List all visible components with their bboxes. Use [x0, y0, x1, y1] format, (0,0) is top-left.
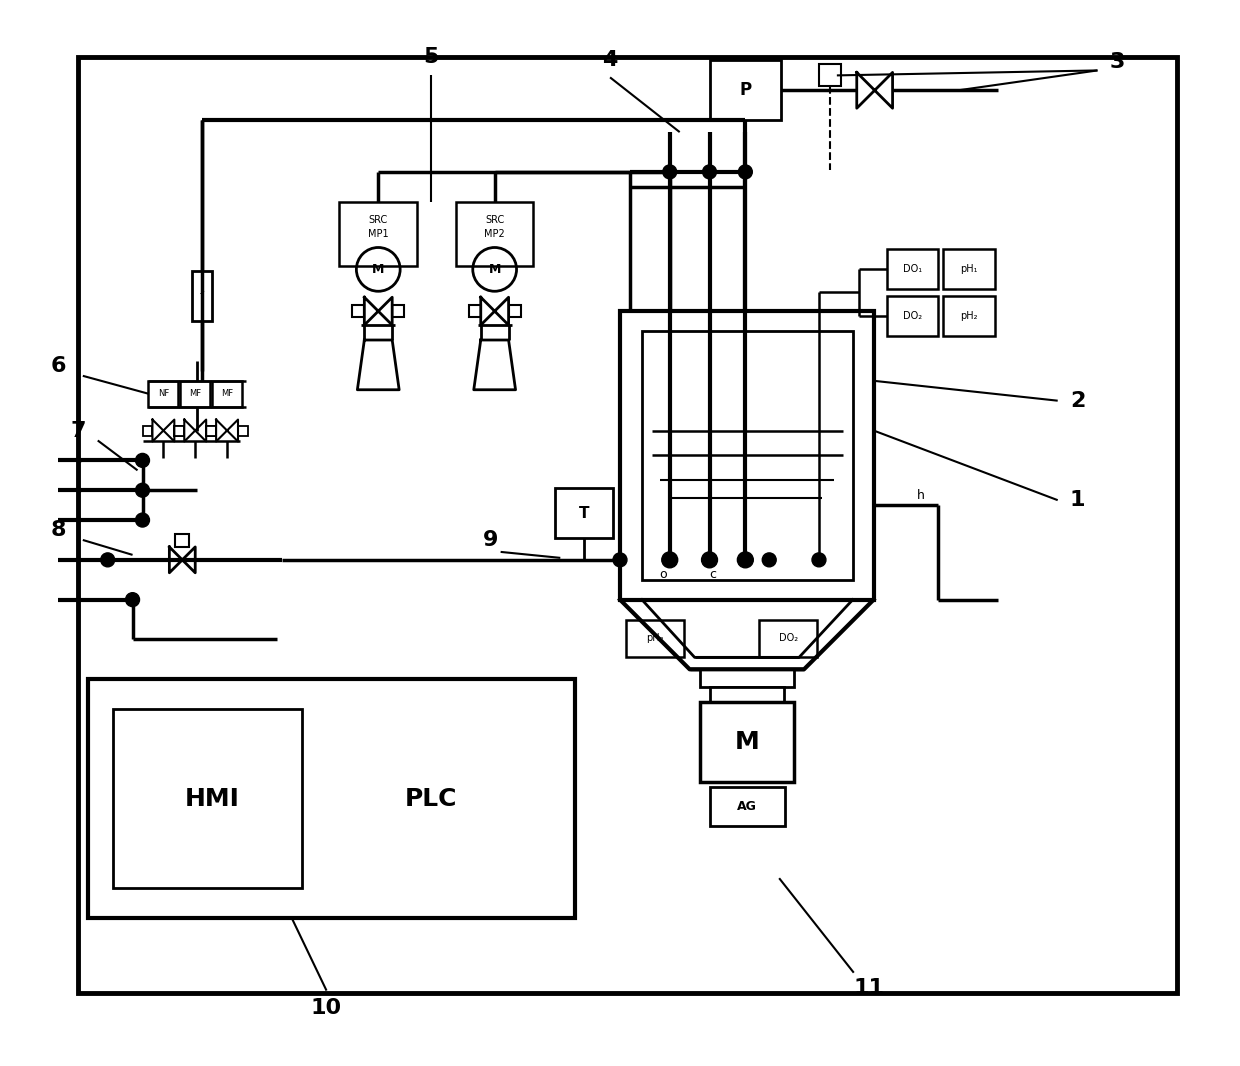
Bar [281, 169, 869, 623]
Bar [212, 381, 242, 406]
Text: pH₂: pH₂ [646, 633, 663, 644]
Circle shape [100, 553, 114, 567]
Bar [508, 305, 521, 317]
Text: AG: AG [738, 801, 758, 813]
Bar [78, 58, 1177, 992]
Text: o: o [658, 568, 667, 581]
Circle shape [662, 552, 678, 568]
Circle shape [738, 552, 754, 568]
Bar [175, 425, 185, 436]
Text: SRC: SRC [485, 214, 505, 225]
Bar [456, 201, 533, 266]
Text: 10: 10 [311, 998, 342, 1018]
Circle shape [135, 453, 150, 467]
Bar [175, 534, 190, 547]
Bar [709, 61, 781, 120]
Text: 5: 5 [423, 48, 439, 67]
Bar [392, 305, 404, 317]
Bar [113, 709, 301, 888]
Text: DO₁: DO₁ [903, 264, 923, 274]
Bar [88, 679, 575, 918]
Circle shape [125, 593, 140, 607]
Bar [206, 425, 216, 436]
Bar [206, 425, 216, 436]
Text: MP2: MP2 [485, 228, 505, 239]
Circle shape [135, 483, 150, 497]
Bar [699, 702, 794, 781]
Text: MF: MF [221, 389, 233, 399]
Text: 1: 1 [1070, 490, 1085, 511]
Circle shape [703, 165, 717, 179]
Circle shape [662, 165, 677, 179]
Text: 2: 2 [1070, 391, 1085, 410]
Bar [340, 201, 417, 266]
Text: 11: 11 [853, 978, 884, 998]
Text: DO₂: DO₂ [903, 311, 923, 321]
Bar [944, 296, 994, 336]
Bar [175, 425, 185, 436]
Text: MP1: MP1 [368, 228, 388, 239]
Text: M: M [735, 730, 760, 754]
Text: 8: 8 [50, 520, 66, 540]
Bar [699, 669, 794, 688]
Text: HMI: HMI [185, 787, 239, 810]
Text: 6: 6 [50, 356, 66, 376]
Text: DO₂: DO₂ [779, 633, 797, 644]
Bar [556, 488, 613, 538]
Text: MF: MF [190, 389, 201, 399]
Bar [887, 249, 939, 289]
Bar [709, 787, 785, 826]
Text: 3: 3 [1110, 52, 1125, 72]
Text: T: T [579, 505, 589, 520]
Circle shape [738, 165, 753, 179]
Bar [180, 381, 210, 406]
Circle shape [763, 553, 776, 567]
Bar [759, 619, 817, 658]
Text: M: M [489, 263, 501, 276]
Text: pH₁: pH₁ [961, 264, 978, 274]
Text: M: M [372, 263, 384, 276]
Circle shape [702, 552, 718, 568]
Circle shape [135, 513, 150, 527]
Text: PLC: PLC [404, 787, 458, 810]
Circle shape [812, 553, 826, 567]
Text: 4: 4 [603, 50, 618, 70]
Text: 7: 7 [71, 420, 86, 440]
Text: h: h [916, 488, 924, 502]
Bar [944, 249, 994, 289]
Bar [143, 425, 153, 436]
Text: P: P [739, 81, 751, 99]
Text: f: f [200, 291, 205, 302]
Bar [352, 305, 365, 317]
Bar [469, 305, 481, 317]
Bar [642, 332, 853, 580]
Bar [887, 296, 939, 336]
Text: SRC: SRC [368, 214, 388, 225]
Circle shape [613, 553, 627, 567]
Bar [818, 64, 841, 86]
Bar [626, 619, 683, 658]
Bar [709, 688, 784, 702]
Bar [238, 425, 248, 436]
Text: NF: NF [157, 389, 169, 399]
Bar [620, 311, 874, 600]
Text: 9: 9 [484, 530, 498, 550]
Bar [149, 381, 179, 406]
Bar [192, 272, 212, 321]
Text: pH₂: pH₂ [961, 311, 978, 321]
Text: c: c [709, 568, 715, 581]
